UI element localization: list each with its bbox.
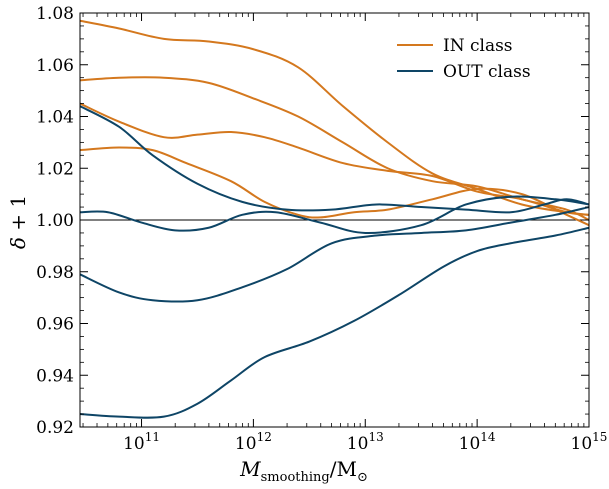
ticks-layer — [80, 12, 590, 428]
in-class-line-0 — [79, 19, 590, 216]
x-axis-title: Msmoothing/M⊙ — [239, 457, 368, 485]
x-tick-label: 1013 — [347, 430, 384, 454]
in-class-line-3 — [79, 146, 590, 227]
series-layer — [79, 19, 590, 419]
x-tick-label: 1015 — [571, 430, 608, 454]
y-tick-label: 1.00 — [36, 211, 74, 231]
y-tick-label: 0.94 — [36, 366, 74, 386]
out-class-line-4 — [79, 105, 590, 214]
x-tick-label: 1012 — [235, 430, 272, 454]
out-class-line-7 — [79, 226, 590, 419]
y-tick-label: 1.04 — [36, 108, 74, 128]
y-tick-label: 0.98 — [36, 263, 74, 283]
out-class-line-5 — [79, 195, 590, 234]
legend: IN class OUT class — [397, 36, 531, 82]
legend-label-in: IN class — [443, 36, 513, 56]
y-tick-label: 0.96 — [36, 315, 74, 335]
x-tick-label: 1014 — [459, 430, 496, 454]
y-tick-label: 1.02 — [36, 159, 74, 179]
x-tick-label: 1011 — [123, 430, 160, 454]
y-tick-labels: 0.92 0.94 0.96 0.98 1.00 1.02 1.04 1.06 1.08 — [36, 4, 74, 438]
y-tick-label: 1.06 — [36, 56, 74, 76]
x-tick-labels: 1011 1012 1013 1014 1015 — [123, 430, 607, 454]
y-tick-label: 1.08 — [36, 4, 74, 24]
y-axis-title: δ + 1 — [6, 195, 30, 249]
legend-label-out: OUT class — [443, 62, 531, 82]
y-tick-label: 0.92 — [36, 418, 74, 438]
in-class-line-2 — [79, 102, 590, 216]
out-class-line-6 — [79, 206, 590, 303]
